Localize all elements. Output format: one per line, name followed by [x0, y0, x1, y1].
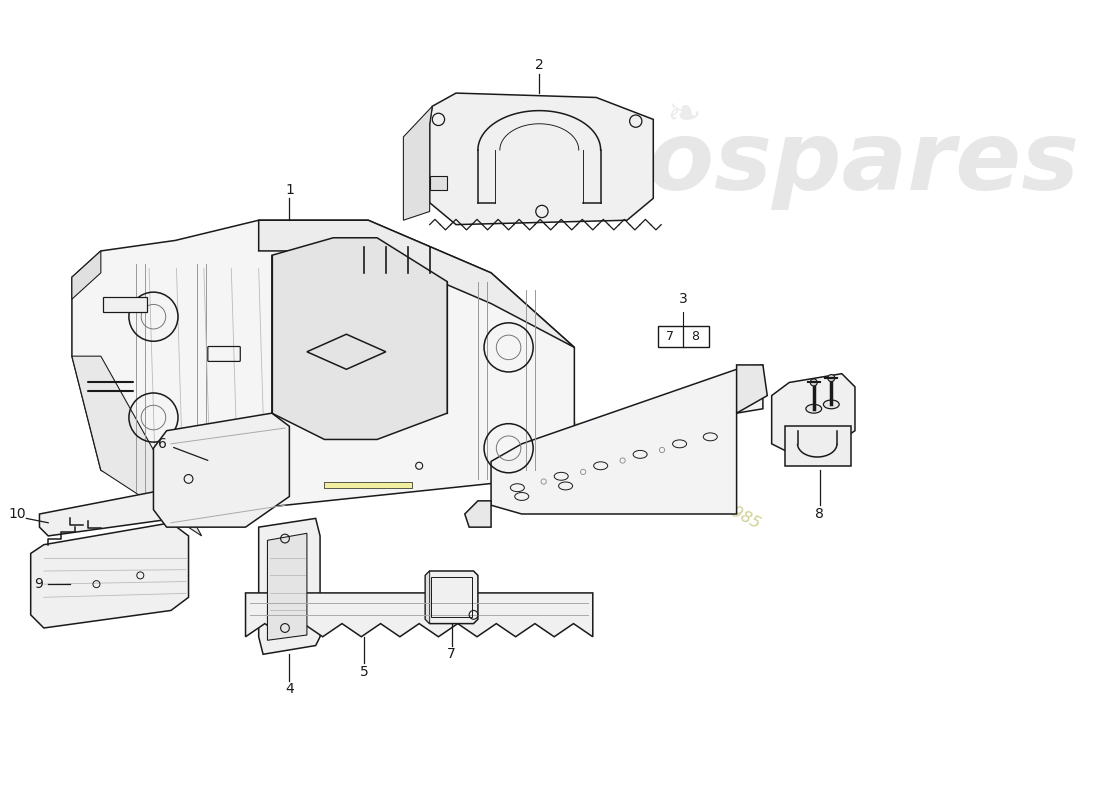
Polygon shape: [31, 522, 188, 628]
Polygon shape: [258, 518, 320, 654]
Text: ❧: ❧: [667, 94, 702, 136]
Polygon shape: [784, 426, 850, 466]
Text: 2: 2: [535, 58, 543, 72]
Text: 8: 8: [815, 507, 824, 521]
Bar: [430, 176, 448, 190]
Polygon shape: [258, 220, 574, 347]
Polygon shape: [245, 593, 593, 637]
Circle shape: [811, 379, 817, 386]
Text: 7: 7: [666, 330, 674, 343]
Polygon shape: [72, 356, 201, 536]
Bar: [103, 297, 147, 312]
Polygon shape: [404, 106, 432, 220]
Polygon shape: [491, 365, 763, 514]
Polygon shape: [737, 365, 768, 413]
Text: eurospares: eurospares: [464, 117, 1079, 210]
Text: 9: 9: [34, 577, 43, 591]
Text: 7: 7: [448, 647, 456, 662]
Text: 4: 4: [285, 682, 294, 696]
Polygon shape: [40, 488, 184, 536]
Text: 6: 6: [157, 437, 167, 451]
Polygon shape: [72, 220, 574, 514]
Polygon shape: [72, 251, 101, 299]
Text: 10: 10: [9, 507, 26, 521]
Text: a passion for Porsche parts since 1985: a passion for Porsche parts since 1985: [482, 374, 763, 532]
Polygon shape: [465, 501, 491, 527]
Text: 1: 1: [285, 182, 294, 197]
Polygon shape: [430, 93, 653, 225]
Bar: [324, 482, 412, 488]
Bar: [658, 326, 708, 347]
Polygon shape: [426, 571, 477, 624]
Ellipse shape: [806, 404, 822, 413]
Ellipse shape: [824, 400, 839, 409]
Polygon shape: [426, 571, 430, 624]
Polygon shape: [772, 374, 855, 453]
Text: 3: 3: [679, 292, 688, 306]
Text: 8: 8: [692, 330, 700, 343]
Polygon shape: [267, 534, 307, 640]
Text: 5: 5: [360, 665, 368, 679]
Bar: [431, 577, 472, 618]
Polygon shape: [272, 238, 448, 439]
Circle shape: [828, 374, 835, 382]
Polygon shape: [154, 413, 289, 527]
